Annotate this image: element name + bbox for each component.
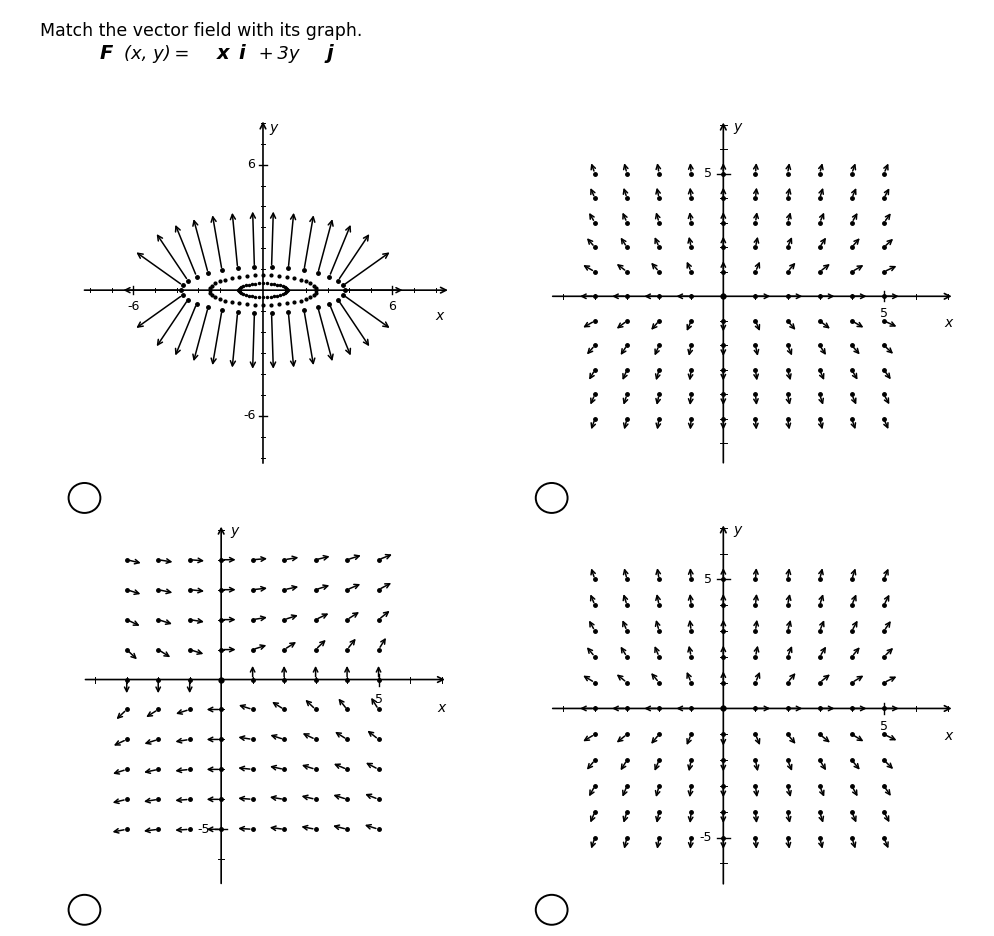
Text: x: x — [217, 44, 230, 64]
Text: 6: 6 — [389, 300, 397, 313]
Text: y: y — [269, 121, 277, 135]
Text: 5: 5 — [375, 693, 383, 706]
Text: y: y — [733, 522, 742, 536]
Text: -6: -6 — [244, 409, 255, 422]
Text: x: x — [944, 729, 952, 743]
Text: j: j — [326, 44, 333, 64]
Text: y: y — [733, 120, 742, 134]
Text: 5: 5 — [880, 720, 888, 733]
Text: -5: -5 — [198, 823, 210, 836]
Text: 6: 6 — [248, 158, 255, 171]
Text: -6: -6 — [127, 300, 140, 313]
Text: 5: 5 — [704, 573, 712, 586]
Text: y: y — [231, 524, 239, 538]
Text: x: x — [435, 309, 444, 323]
Text: x: x — [944, 316, 952, 329]
Text: + 3y: + 3y — [255, 45, 300, 63]
Text: F: F — [99, 44, 112, 64]
Text: Match the vector field with its graph.: Match the vector field with its graph. — [40, 22, 362, 39]
Text: i: i — [239, 44, 246, 64]
Text: 5: 5 — [704, 168, 712, 180]
Text: 5: 5 — [880, 307, 888, 320]
Text: x: x — [437, 700, 445, 714]
Text: (x, y) =: (x, y) = — [124, 45, 193, 63]
Text: -5: -5 — [700, 831, 712, 844]
